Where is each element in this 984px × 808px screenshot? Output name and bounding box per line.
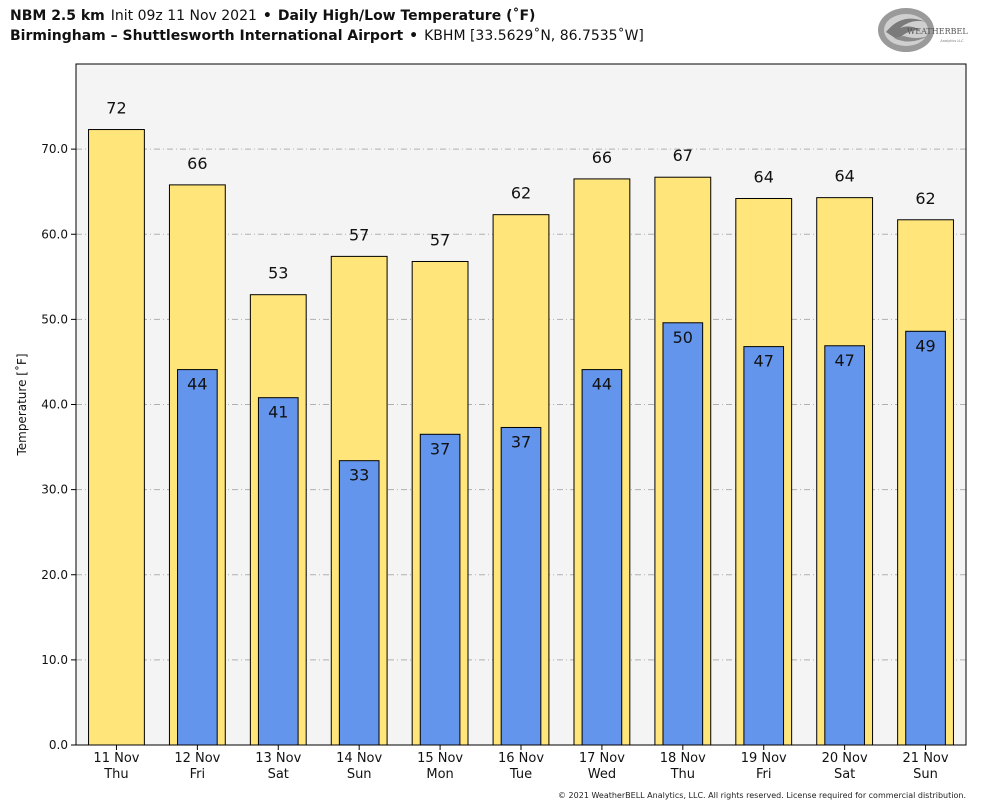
x-tick-label-date: 11 Nov [93, 751, 139, 766]
low-temp-label: 44 [187, 375, 207, 394]
high-temp-label: 62 [511, 184, 531, 203]
low-temp-bar [177, 369, 218, 746]
x-tick-label-date: 20 Nov [822, 751, 868, 766]
high-temp-label: 57 [349, 225, 369, 244]
y-tick-label: 20.0 [41, 568, 68, 582]
x-tick-label-date: 14 Nov [336, 751, 382, 766]
x-tick-label-date: 13 Nov [255, 751, 301, 766]
y-tick-label: 50.0 [41, 312, 68, 326]
x-tick-label-date: 19 Nov [741, 751, 787, 766]
y-tick-label: 60.0 [41, 227, 68, 241]
station-info: KBHM [33.5629˚N, 86.7535˚W] [424, 28, 644, 44]
high-temp-bar [88, 129, 145, 746]
header-line-2: Birmingham – Shuttlesworth International… [10, 26, 644, 46]
x-tick-label-weekday: Sun [913, 767, 938, 782]
low-temp-bar [662, 322, 704, 746]
x-tick-label-weekday: Sat [268, 767, 289, 782]
y-axis-title: Temperature [˚F] [14, 353, 29, 456]
logo-subtext: Analytics LLC [940, 39, 964, 43]
high-temp-label: 72 [106, 99, 126, 118]
low-temp-bar [905, 330, 946, 746]
y-tick-label: 30.0 [41, 483, 68, 497]
x-tick-label-date: 17 Nov [579, 751, 625, 766]
model-name: NBM 2.5 km [10, 8, 105, 24]
high-temp-label: 53 [268, 264, 288, 283]
weatherbell-logo: WEATHERBELL Analytics LLC [878, 8, 968, 52]
low-temp-label: 37 [430, 439, 450, 458]
low-temp-label: 33 [349, 466, 369, 485]
y-tick-label: 40.0 [41, 398, 68, 412]
x-tick-label-date: 18 Nov [660, 751, 706, 766]
x-tick-label-weekday: Sun [347, 767, 372, 782]
high-temp-label: 66 [592, 148, 612, 167]
y-tick-label: 10.0 [41, 653, 68, 667]
x-tick-label-date: 12 Nov [174, 751, 220, 766]
low-temp-bar [338, 460, 380, 746]
low-temp-label: 49 [915, 336, 935, 355]
header-line-1: NBM 2.5 km Init 09z 11 Nov 2021 • Daily … [10, 6, 644, 26]
y-tick-label: 70.0 [41, 142, 68, 156]
plot-frame [75, 63, 967, 746]
chart-layer: 0.0 10.0 20.0 30.0 40.0 50.0 60.0 70.0 Temperatu… [14, 63, 967, 782]
high-temp-label: 64 [834, 167, 854, 186]
low-temp-bar [419, 433, 461, 746]
x-tick-label-date: 21 Nov [903, 751, 949, 766]
x-tick-label-weekday: Sat [834, 767, 855, 782]
location-name: Birmingham – Shuttlesworth International… [10, 28, 404, 44]
high-temp-label: 62 [915, 189, 935, 208]
x-tick-label-weekday: Thu [670, 767, 695, 782]
low-temp-label: 47 [834, 351, 854, 370]
product-title: Daily High/Low Temperature (˚F) [277, 8, 536, 24]
x-tick-label-weekday: Mon [426, 767, 453, 782]
x-tick-label-date: 16 Nov [498, 751, 544, 766]
high-temp-label: 64 [754, 167, 774, 186]
chart-header: NBM 2.5 km Init 09z 11 Nov 2021 • Daily … [10, 6, 644, 46]
high-temp-label: 57 [430, 230, 450, 249]
logo-swirl-icon [878, 8, 934, 52]
x-tick-label-weekday: Wed [588, 767, 616, 782]
x-tick-label-weekday: Tue [509, 767, 532, 782]
low-temp-label: 50 [673, 328, 693, 347]
x-tick-label-weekday: Fri [756, 767, 772, 782]
low-temp-bar [257, 397, 299, 746]
low-temp-bar [500, 426, 542, 746]
low-temp-bar [824, 345, 865, 746]
low-temp-label: 47 [754, 352, 774, 371]
logo-wordmark: WEATHERBELL [907, 27, 968, 36]
header-bullet: • [409, 28, 419, 44]
y-tick-label: 0.0 [49, 738, 68, 752]
low-temp-label: 41 [268, 403, 288, 422]
init-time: Init 09z 11 Nov 2021 [110, 8, 257, 24]
header-bullet: • [262, 8, 272, 24]
low-temp-bar [581, 369, 623, 746]
low-temp-label: 37 [511, 432, 531, 451]
high-temp-label: 67 [673, 146, 693, 165]
x-tick-label-weekday: Thu [103, 767, 128, 782]
x-tick-label-weekday: Fri [190, 767, 206, 782]
low-temp-bar [743, 346, 785, 746]
copyright-notice: © 2021 WeatherBELL Analytics, LLC. All r… [558, 791, 966, 800]
high-temp-label: 66 [187, 154, 207, 173]
low-temp-label: 44 [592, 375, 612, 394]
x-tick-label-date: 15 Nov [417, 751, 463, 766]
